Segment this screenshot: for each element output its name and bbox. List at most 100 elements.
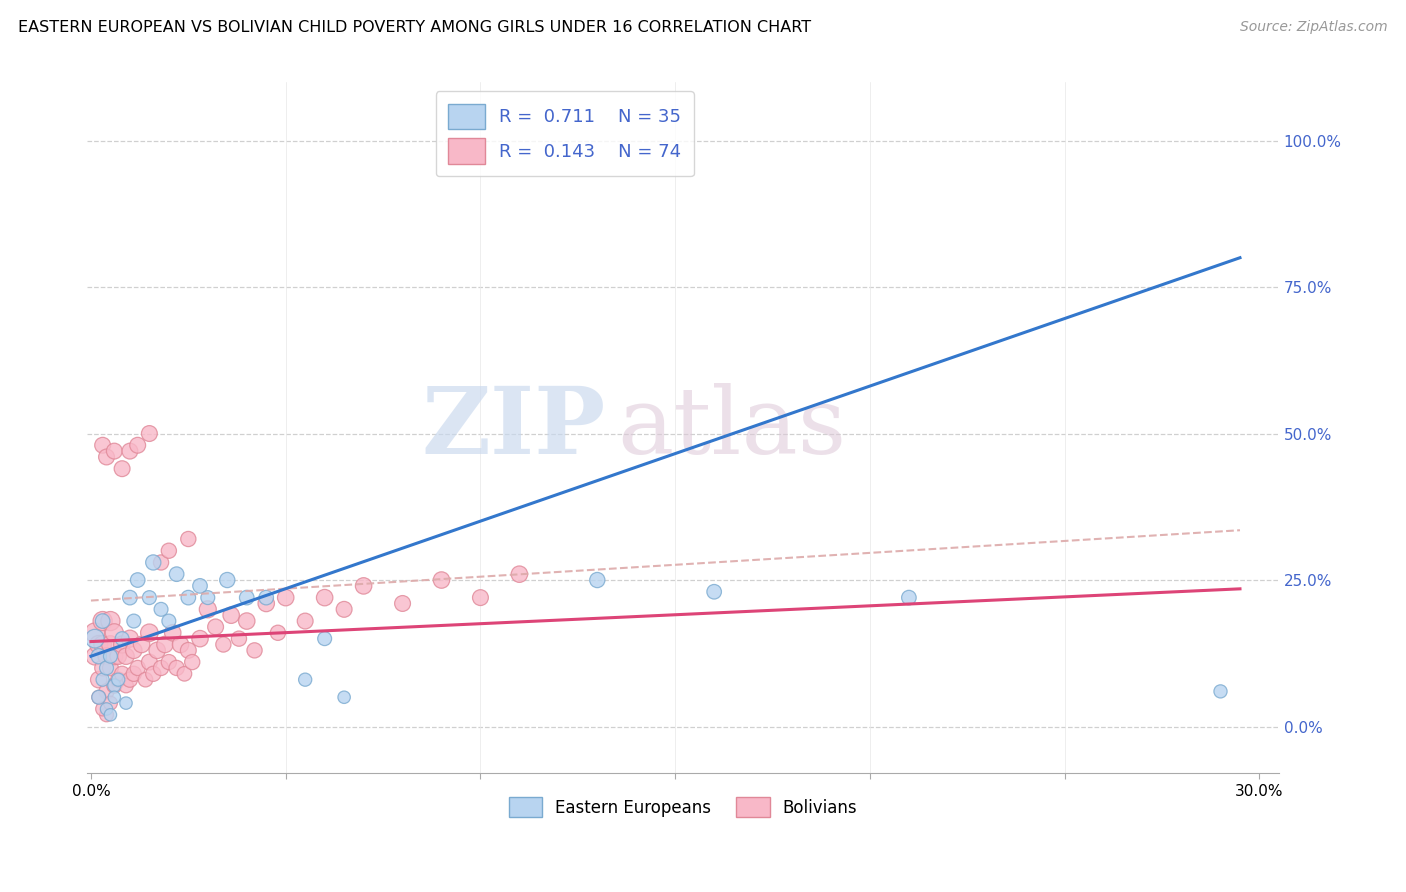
Point (87, 690, 110, 705)
Point (217, 573, 239, 587)
Point (173, 666, 195, 681)
Point (91, 638, 114, 652)
Point (703, 584, 725, 599)
Point (138, 655, 160, 669)
Point (111, 632, 134, 646)
Point (897, 591, 920, 605)
Point (100, 649, 122, 664)
Point (96, 661, 118, 675)
Point (100, 661, 122, 675)
Point (131, 638, 153, 652)
Point (87, 673, 110, 687)
Point (138, 591, 160, 605)
Point (150, 556, 173, 570)
Point (111, 666, 134, 681)
Point (100, 614, 122, 628)
Point (267, 625, 290, 640)
Point (107, 673, 129, 687)
Point (107, 673, 129, 687)
Point (100, 638, 122, 652)
Point (96, 702, 118, 716)
Point (166, 661, 188, 675)
Point (333, 602, 356, 616)
Point (138, 426, 160, 441)
Legend: Eastern Europeans, Bolivians: Eastern Europeans, Bolivians (502, 790, 865, 824)
Text: Source: ZipAtlas.com: Source: ZipAtlas.com (1240, 20, 1388, 34)
Point (197, 591, 219, 605)
Point (586, 573, 609, 587)
Point (150, 661, 173, 675)
Point (115, 696, 138, 710)
Point (508, 567, 530, 582)
Point (243, 643, 266, 657)
Point (314, 591, 336, 605)
Point (254, 591, 277, 605)
Point (118, 591, 141, 605)
Point (212, 638, 235, 652)
Text: atlas: atlas (617, 383, 846, 473)
Point (294, 614, 316, 628)
Point (188, 632, 211, 646)
Point (162, 625, 184, 640)
Point (314, 632, 336, 646)
Point (96, 707, 118, 722)
Point (91, 614, 114, 628)
Point (1209, 684, 1232, 698)
Point (96, 649, 118, 664)
Point (115, 679, 138, 693)
Point (188, 579, 211, 593)
Point (122, 643, 145, 657)
Point (219, 608, 242, 623)
Point (333, 690, 356, 705)
Point (146, 643, 169, 657)
Point (87, 690, 110, 705)
Point (87, 638, 110, 652)
Point (91, 673, 114, 687)
Point (138, 625, 160, 640)
Point (127, 438, 149, 452)
Point (103, 625, 125, 640)
Point (157, 614, 180, 628)
Point (153, 638, 176, 652)
Point (115, 649, 138, 664)
Point (111, 461, 134, 475)
Point (83, 632, 105, 646)
Point (91, 438, 114, 452)
Point (87, 649, 110, 664)
Point (127, 661, 149, 675)
Point (83, 625, 105, 640)
Point (157, 543, 180, 558)
Point (103, 679, 125, 693)
Point (118, 632, 141, 646)
Point (134, 673, 156, 687)
Point (169, 638, 191, 652)
Point (118, 673, 141, 687)
Point (96, 450, 118, 464)
Point (142, 666, 165, 681)
Point (235, 591, 257, 605)
Point (100, 696, 122, 710)
Point (127, 573, 149, 587)
Point (96, 684, 118, 698)
Point (118, 444, 141, 458)
Point (177, 591, 200, 605)
Point (103, 444, 125, 458)
Point (353, 579, 375, 593)
Point (177, 643, 200, 657)
Text: ZIP: ZIP (422, 383, 606, 473)
Point (122, 614, 145, 628)
Point (430, 573, 453, 587)
Point (122, 666, 145, 681)
Text: EASTERN EUROPEAN VS BOLIVIAN CHILD POVERTY AMONG GIRLS UNDER 16 CORRELATION CHAR: EASTERN EUROPEAN VS BOLIVIAN CHILD POVER… (18, 20, 811, 35)
Point (274, 591, 297, 605)
Point (111, 638, 134, 652)
Point (150, 602, 173, 616)
Point (391, 597, 413, 611)
Point (91, 661, 114, 675)
Point (470, 591, 492, 605)
Point (254, 597, 277, 611)
Point (142, 556, 165, 570)
Point (157, 655, 180, 669)
Point (91, 614, 114, 628)
Point (228, 632, 250, 646)
